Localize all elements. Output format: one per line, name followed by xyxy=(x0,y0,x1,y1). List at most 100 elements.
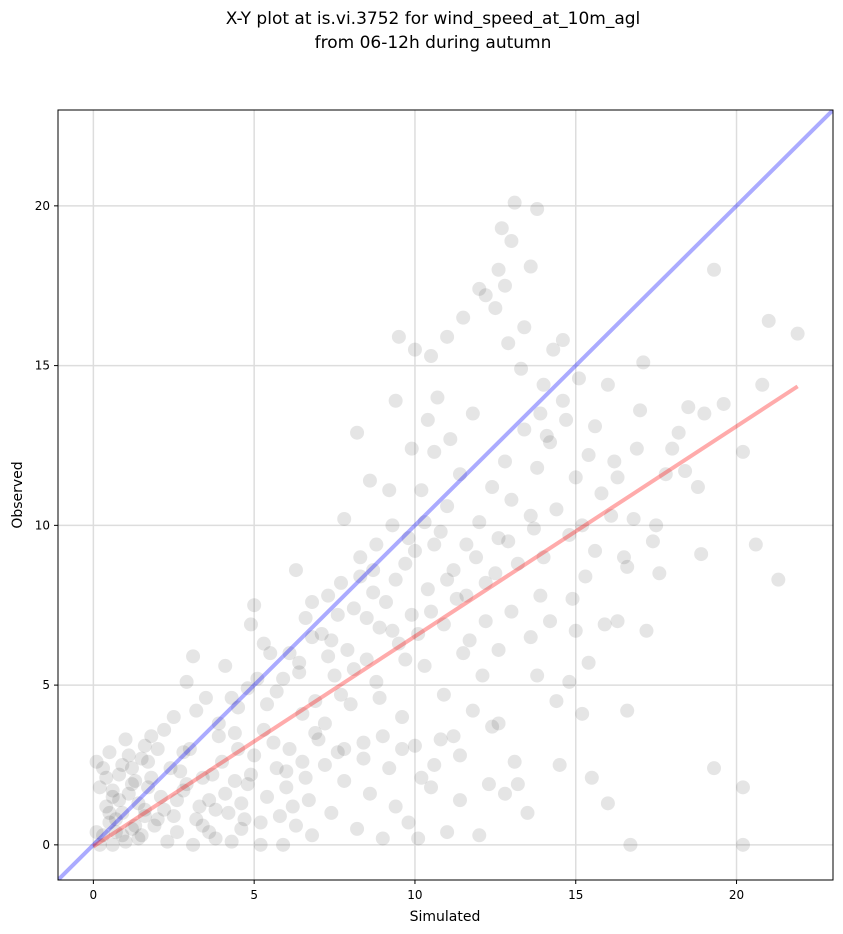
data-point xyxy=(388,572,403,587)
data-point xyxy=(424,604,439,619)
data-point xyxy=(202,793,217,808)
data-point xyxy=(208,831,223,846)
data-point xyxy=(616,550,631,565)
data-point xyxy=(346,601,361,616)
data-point xyxy=(295,754,310,769)
data-point xyxy=(263,646,278,661)
data-point xyxy=(607,454,622,469)
data-point xyxy=(620,703,635,718)
data-point xyxy=(150,742,165,757)
data-point xyxy=(652,566,667,581)
data-point xyxy=(446,563,461,578)
data-point xyxy=(514,361,529,376)
data-point xyxy=(121,748,136,763)
data-point xyxy=(253,837,268,852)
data-point xyxy=(456,310,471,325)
data-point xyxy=(237,812,252,827)
data-point xyxy=(440,499,455,514)
data-point xyxy=(340,642,355,657)
data-point xyxy=(620,559,635,574)
data-point xyxy=(96,761,111,776)
data-point xyxy=(211,716,226,731)
data-point xyxy=(105,789,120,804)
data-point xyxy=(584,770,599,785)
data-point xyxy=(234,821,249,836)
data-point xyxy=(395,742,410,757)
data-point xyxy=(134,828,149,843)
data-point xyxy=(404,607,419,622)
data-point xyxy=(549,694,564,709)
data-point xyxy=(504,604,519,619)
data-point xyxy=(645,534,660,549)
data-point xyxy=(385,623,400,638)
data-point xyxy=(337,511,352,526)
data-point xyxy=(317,757,332,772)
data-point xyxy=(581,448,596,463)
data-point xyxy=(588,543,603,558)
data-point xyxy=(575,706,590,721)
data-point xyxy=(317,716,332,731)
plot-frame xyxy=(57,109,834,881)
data-point xyxy=(359,652,374,667)
data-point xyxy=(108,812,123,827)
data-point xyxy=(536,550,551,565)
data-point xyxy=(481,777,496,792)
data-point xyxy=(588,419,603,434)
data-point xyxy=(761,313,776,328)
data-point xyxy=(305,630,320,645)
data-point xyxy=(533,588,548,603)
data-point xyxy=(523,259,538,274)
data-point xyxy=(366,563,381,578)
data-point xyxy=(202,825,217,840)
data-point xyxy=(166,809,181,824)
data-point xyxy=(610,614,625,629)
data-point xyxy=(269,761,284,776)
data-point xyxy=(169,825,184,840)
data-point xyxy=(716,396,731,411)
data-point xyxy=(494,221,509,236)
data-point xyxy=(478,614,493,629)
data-point xyxy=(568,623,583,638)
data-point xyxy=(411,831,426,846)
data-point xyxy=(128,773,143,788)
one-to-one-line xyxy=(58,110,833,880)
data-point xyxy=(549,502,564,517)
data-point xyxy=(256,636,271,651)
data-point xyxy=(231,700,246,715)
data-point xyxy=(417,515,432,530)
data-point xyxy=(568,470,583,485)
data-point xyxy=(160,834,175,849)
data-point xyxy=(543,435,558,450)
plot-area-background xyxy=(58,110,833,880)
data-point xyxy=(124,761,139,776)
data-point xyxy=(690,480,705,495)
data-point xyxy=(350,821,365,836)
data-point xyxy=(305,595,320,610)
data-point xyxy=(491,716,506,731)
data-point xyxy=(533,406,548,421)
data-point xyxy=(102,745,117,760)
data-point xyxy=(382,761,397,776)
data-point xyxy=(395,710,410,725)
data-point xyxy=(565,591,580,606)
data-point xyxy=(375,831,390,846)
data-point xyxy=(253,815,268,830)
data-point xyxy=(475,668,490,683)
data-point xyxy=(491,262,506,277)
data-point xyxy=(356,735,371,750)
x-axis-label: Simulated xyxy=(410,909,481,925)
data-point xyxy=(141,780,156,795)
data-point xyxy=(333,575,348,590)
data-point xyxy=(169,793,184,808)
data-point xyxy=(179,777,194,792)
data-point xyxy=(221,805,236,820)
data-point xyxy=(517,320,532,335)
data-point xyxy=(272,809,287,824)
data-point xyxy=(147,818,162,833)
data-point xyxy=(610,470,625,485)
data-point xyxy=(343,697,358,712)
data-point xyxy=(327,668,342,683)
data-point xyxy=(112,767,127,782)
data-point xyxy=(150,812,165,827)
data-point xyxy=(102,815,117,830)
